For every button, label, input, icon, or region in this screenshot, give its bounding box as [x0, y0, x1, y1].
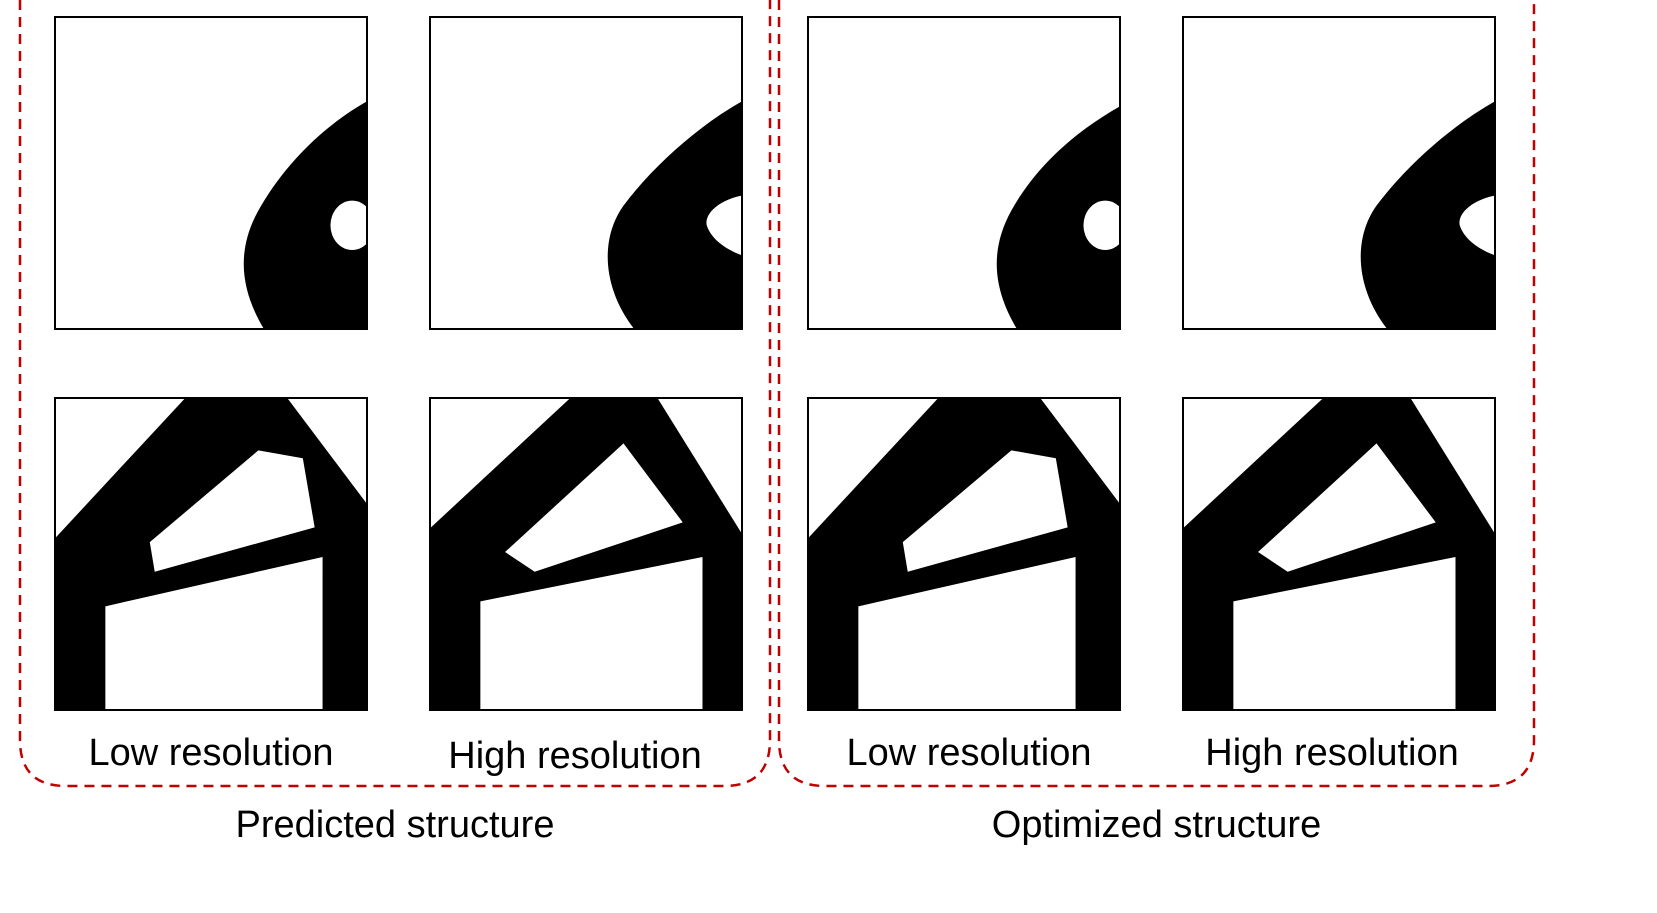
optimized-high-res-top-panel [1182, 16, 1496, 330]
predicted-low-res-top-panel [54, 16, 368, 330]
predicted-structure-caption: Predicted structure [235, 804, 555, 846]
optimized-low-res-label: Low resolution [846, 732, 1092, 774]
predicted-high-res-top-panel [429, 16, 743, 330]
optimized-low-res-top-panel [807, 16, 1121, 330]
predicted-high-res-bottom-panel [429, 397, 743, 711]
predicted-low-res-label: Low resolution [88, 732, 334, 774]
optimized-group-border [777, 0, 1536, 788]
predicted-low-res-bottom-panel [54, 397, 368, 711]
optimized-high-res-label: High resolution [1205, 732, 1459, 774]
optimized-structure-caption: Optimized structure [991, 804, 1322, 846]
optimized-low-res-bottom-panel [807, 397, 1121, 711]
predicted-group-border [18, 0, 772, 788]
predicted-high-res-label: High resolution [448, 735, 702, 777]
optimized-high-res-bottom-panel [1182, 397, 1496, 711]
